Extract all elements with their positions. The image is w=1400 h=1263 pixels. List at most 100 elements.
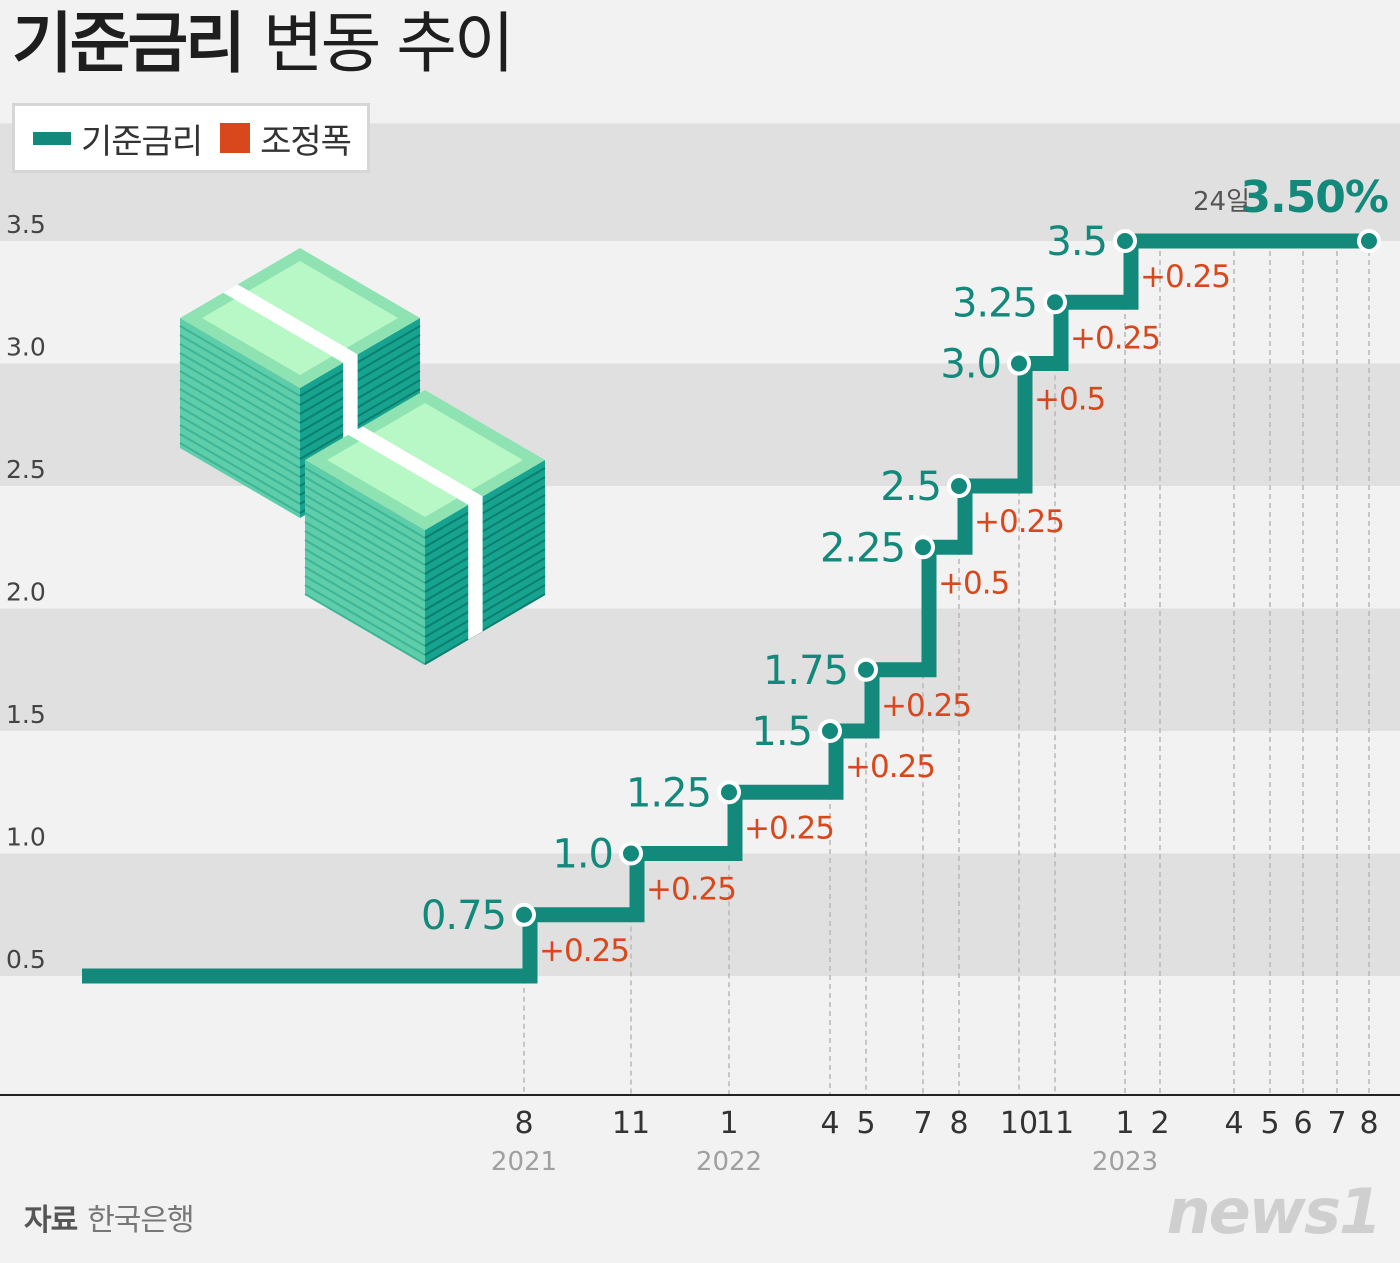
x-tick-month: 8	[1359, 1106, 1378, 1141]
bill-edge	[424, 476, 546, 548]
bill-edge	[304, 512, 426, 584]
bill-edge	[299, 370, 421, 442]
rate-value-label: 3.25	[952, 280, 1037, 326]
rate-point	[619, 841, 643, 866]
x-tick-month: 4	[1224, 1106, 1243, 1141]
bill-edge	[304, 521, 426, 593]
rate-point	[1007, 351, 1031, 376]
bill-edge	[304, 494, 426, 566]
x-tick-year: 2021	[491, 1147, 557, 1177]
grid-band	[0, 608, 1400, 731]
bill-edge	[299, 361, 421, 433]
x-tick-month: 10	[1000, 1106, 1038, 1141]
legend-rate-swatch	[33, 131, 71, 145]
bill-face	[327, 403, 523, 517]
bill-edge	[179, 397, 301, 469]
bill-edge	[424, 584, 546, 656]
rate-point	[854, 657, 878, 682]
end-point	[1357, 229, 1381, 253]
legend-rate-label: 기준금리	[81, 121, 203, 162]
rate-value-label: 1.0	[552, 832, 613, 878]
x-tick-month: 5	[856, 1106, 875, 1141]
band-top	[348, 426, 483, 505]
legend-change-label: 조정폭	[260, 121, 352, 162]
bill-edge	[179, 433, 301, 505]
money-stack	[304, 390, 546, 665]
y-tick-label: 2.5	[6, 455, 46, 484]
bill-edge	[304, 575, 426, 647]
change-label: +0.5	[1034, 382, 1105, 418]
news1-logo: news1	[1166, 1175, 1382, 1248]
y-tick-label: 1.5	[6, 700, 46, 729]
rate-value-label: 1.75	[763, 648, 848, 694]
x-tick-month: 11	[1036, 1106, 1074, 1141]
bill-edge	[424, 467, 546, 539]
bill-edge	[424, 593, 546, 665]
title-bold: 기준금리	[12, 5, 246, 82]
legend: 기준금리 조정폭	[12, 103, 370, 173]
bill-edge	[304, 593, 426, 665]
rate-point	[717, 780, 741, 805]
y-tick-label: 0.5	[6, 945, 46, 974]
stack-left-side	[305, 460, 425, 665]
bill-edge	[299, 334, 421, 406]
bill-edge	[304, 584, 426, 656]
page-title: 기준금리 변동 추이	[12, 5, 515, 82]
bill-edge	[299, 388, 421, 460]
change-label: +0.25	[974, 504, 1064, 540]
rate-point	[947, 474, 971, 498]
title-light: 변동 추이	[262, 5, 515, 82]
rate-value-label: 1.5	[751, 709, 812, 755]
end-day-label: 24일	[1193, 187, 1250, 217]
x-tick-month: 6	[1293, 1106, 1312, 1141]
bill-edge	[424, 575, 546, 647]
bill-edge	[179, 442, 301, 514]
bill-edge	[179, 361, 301, 433]
bill-edge	[179, 388, 301, 460]
change-label: +0.25	[646, 872, 736, 908]
source-note: 자료 한국은행	[24, 1195, 195, 1239]
change-label: +0.25	[1140, 259, 1230, 295]
bill-edge	[424, 548, 546, 620]
bill-edge	[179, 415, 301, 487]
y-tick-label: 3.0	[6, 333, 46, 362]
x-tick-year: 2022	[696, 1147, 762, 1177]
x-tick-month: 5	[1260, 1106, 1279, 1141]
rate-point	[911, 535, 935, 560]
bill-edge	[424, 521, 546, 593]
x-tick-month: 8	[514, 1106, 533, 1141]
money-stack-illustration	[179, 248, 546, 665]
x-tick-month: 7	[1327, 1106, 1346, 1141]
rate-point	[1043, 290, 1067, 315]
bill-edge	[424, 566, 546, 638]
bill-edge	[424, 557, 546, 629]
bill-edge	[424, 485, 546, 557]
rate-step-line	[82, 233, 1369, 984]
bill-edge	[179, 334, 301, 406]
rate-value-label: 3.0	[940, 342, 1001, 388]
rate-point	[818, 719, 842, 743]
source-name: 한국은행	[87, 1203, 194, 1238]
y-tick-label: 1.0	[6, 823, 46, 852]
bill-edge	[179, 406, 301, 478]
bill-edge	[304, 485, 426, 557]
bill-edge	[179, 352, 301, 424]
x-tick-month: 1	[1115, 1106, 1134, 1141]
x-tick-month: 1	[719, 1106, 738, 1141]
bill-edge	[424, 539, 546, 611]
money-stack	[179, 248, 421, 518]
rate-point	[1113, 229, 1137, 253]
change-label: +0.25	[744, 810, 834, 846]
change-label: +0.25	[539, 933, 629, 969]
bill-edge	[304, 539, 426, 611]
bill-face	[202, 261, 398, 375]
x-tick-year: 2023	[1092, 1147, 1158, 1177]
change-label: +0.5	[938, 565, 1009, 601]
bill-edge	[304, 557, 426, 629]
bill-edge	[304, 467, 426, 539]
rate-value-label: 0.75	[421, 893, 506, 939]
bill-edge	[424, 503, 546, 575]
band-side	[468, 496, 483, 640]
rate-value-label: 1.25	[626, 770, 711, 816]
